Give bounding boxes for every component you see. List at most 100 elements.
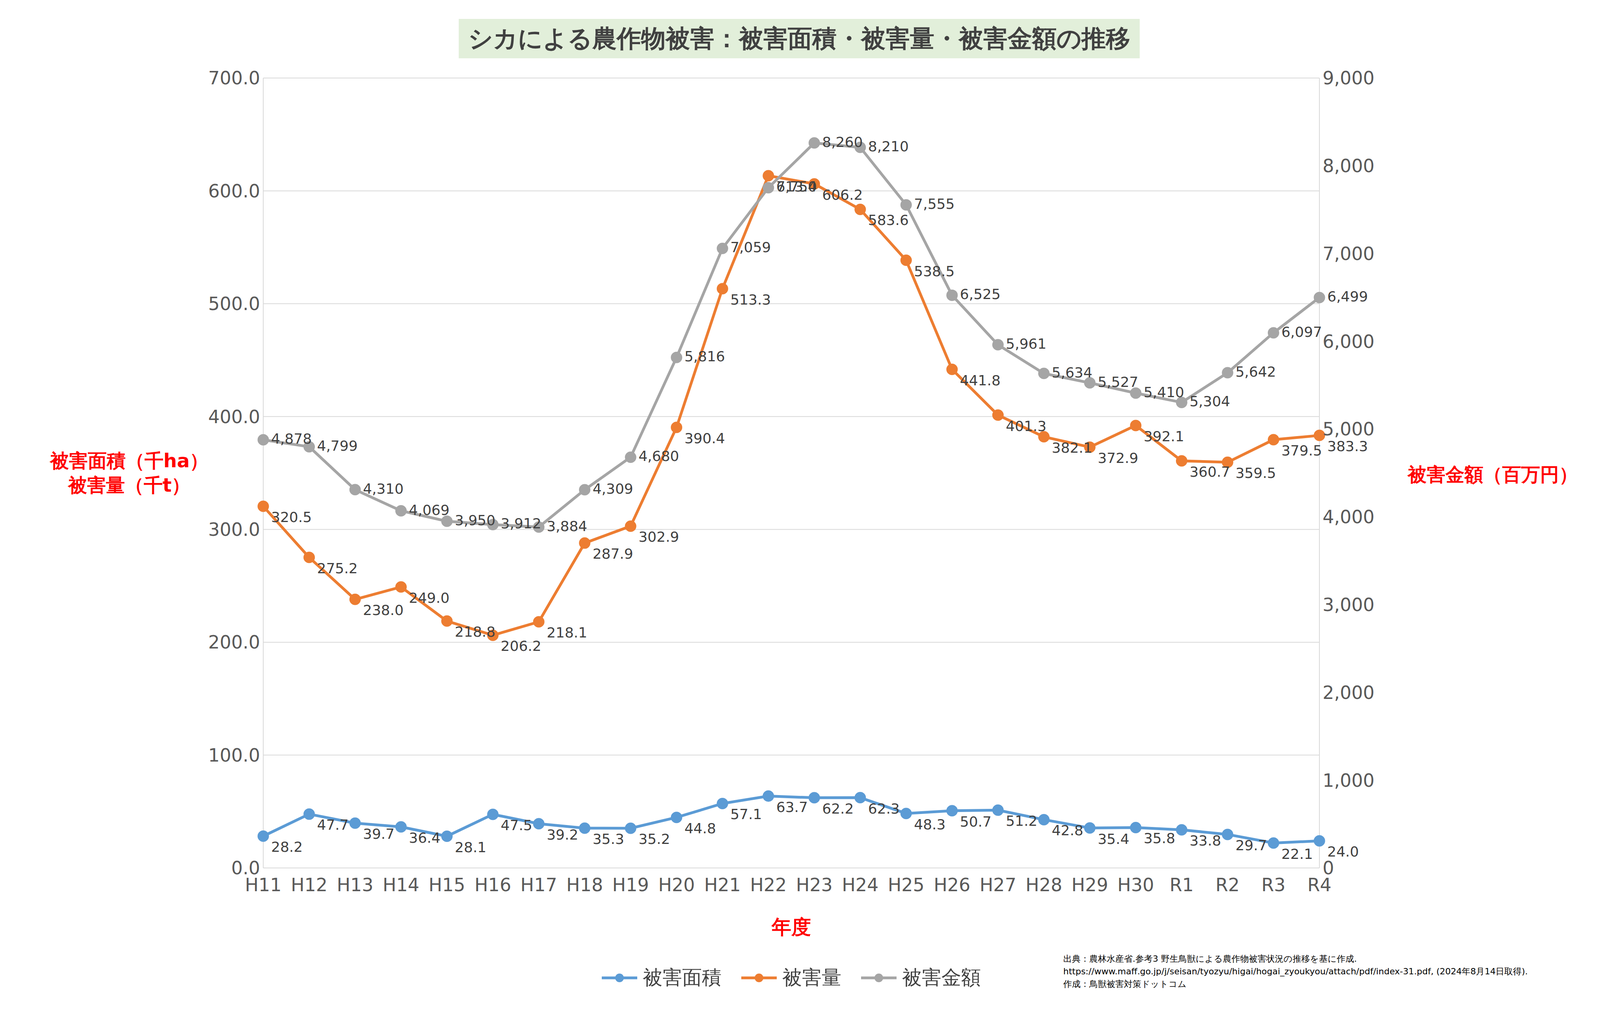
svg-text:H30: H30 — [1117, 874, 1154, 896]
svg-text:100.0: 100.0 — [208, 744, 261, 767]
svg-text:0: 0 — [1322, 857, 1334, 879]
svg-text:390.4: 390.4 — [684, 430, 726, 447]
svg-text:H24: H24 — [841, 874, 879, 896]
svg-text:218.8: 218.8 — [454, 623, 496, 640]
svg-text:401.3: 401.3 — [1005, 418, 1047, 435]
svg-text:7,555: 7,555 — [913, 195, 955, 213]
svg-text:H26: H26 — [933, 874, 971, 896]
svg-text:62.2: 62.2 — [822, 800, 854, 817]
svg-text:218.1: 218.1 — [546, 624, 588, 641]
svg-text:3,950: 3,950 — [454, 512, 496, 529]
svg-text:R3: R3 — [1261, 874, 1286, 896]
svg-text:5,642: 5,642 — [1235, 363, 1277, 380]
svg-text:44.8: 44.8 — [684, 820, 717, 837]
svg-text:4,680: 4,680 — [638, 448, 680, 465]
svg-text:R1: R1 — [1169, 874, 1194, 896]
svg-text:33.8: 33.8 — [1189, 832, 1221, 849]
svg-text:8,000: 8,000 — [1322, 155, 1375, 177]
svg-text:4,310: 4,310 — [362, 480, 404, 497]
svg-text:8,210: 8,210 — [868, 138, 909, 155]
svg-text:583.6: 583.6 — [868, 212, 909, 229]
svg-text:5,304: 5,304 — [1189, 393, 1230, 410]
svg-text:500.0: 500.0 — [208, 293, 261, 315]
svg-text:H19: H19 — [612, 874, 650, 896]
svg-text:H21: H21 — [704, 874, 741, 896]
svg-text:H18: H18 — [566, 874, 603, 896]
svg-text:35.3: 35.3 — [592, 831, 625, 848]
svg-text:6,097: 6,097 — [1281, 323, 1322, 341]
svg-text:47.7: 47.7 — [317, 816, 349, 834]
svg-text:600.0: 600.0 — [208, 180, 261, 202]
svg-text:359.5: 359.5 — [1235, 465, 1277, 482]
svg-text:3,000: 3,000 — [1322, 594, 1375, 616]
svg-text:382.1: 382.1 — [1051, 439, 1093, 456]
svg-text:H23: H23 — [796, 874, 833, 896]
svg-text:R2: R2 — [1215, 874, 1240, 896]
svg-text:302.9: 302.9 — [638, 528, 680, 546]
svg-text:39.7: 39.7 — [362, 826, 395, 843]
svg-text:H20: H20 — [658, 874, 695, 896]
svg-text:360.7: 360.7 — [1189, 463, 1230, 480]
svg-text:H15: H15 — [428, 874, 466, 896]
svg-text:3,884: 3,884 — [546, 518, 588, 535]
svg-text:4,069: 4,069 — [409, 502, 450, 519]
svg-text:8,260: 8,260 — [822, 133, 863, 151]
svg-text:22.1: 22.1 — [1281, 846, 1313, 863]
svg-text:320.5: 320.5 — [271, 509, 312, 526]
svg-text:4,799: 4,799 — [317, 437, 358, 454]
svg-text:48.3: 48.3 — [913, 816, 946, 833]
svg-text:62.3: 62.3 — [868, 800, 900, 817]
svg-text:613.4: 613.4 — [776, 178, 817, 195]
svg-text:300.0: 300.0 — [208, 519, 261, 541]
svg-text:700.0: 700.0 — [208, 67, 261, 89]
svg-text:5,410: 5,410 — [1143, 384, 1185, 401]
svg-text:441.8: 441.8 — [960, 372, 1001, 389]
svg-text:3,912: 3,912 — [500, 515, 542, 532]
svg-text:H29: H29 — [1071, 874, 1109, 896]
svg-text:H17: H17 — [520, 874, 558, 896]
svg-text:6,000: 6,000 — [1322, 331, 1375, 353]
svg-text:H14: H14 — [382, 874, 420, 896]
svg-text:28.1: 28.1 — [454, 839, 487, 856]
svg-text:51.2: 51.2 — [1005, 813, 1038, 830]
svg-text:57.1: 57.1 — [730, 806, 762, 823]
svg-text:6,499: 6,499 — [1327, 288, 1368, 305]
svg-text:383.3: 383.3 — [1327, 438, 1368, 455]
svg-text:63.7: 63.7 — [776, 799, 808, 816]
svg-text:5,527: 5,527 — [1097, 373, 1139, 391]
svg-text:5,816: 5,816 — [684, 348, 726, 365]
svg-text:275.2: 275.2 — [317, 560, 358, 577]
svg-text:H27: H27 — [979, 874, 1017, 896]
svg-text:36.4: 36.4 — [409, 829, 441, 847]
svg-text:1,000: 1,000 — [1322, 770, 1375, 792]
svg-text:24.0: 24.0 — [1327, 843, 1359, 860]
svg-text:206.2: 206.2 — [500, 638, 542, 655]
svg-text:7,750: 7,750 — [776, 178, 817, 195]
svg-text:606.2: 606.2 — [822, 186, 863, 203]
svg-text:200.0: 200.0 — [208, 631, 261, 654]
svg-text:7,000: 7,000 — [1322, 243, 1375, 265]
svg-text:372.9: 372.9 — [1097, 450, 1139, 467]
svg-text:42.8: 42.8 — [1051, 822, 1084, 839]
svg-text:28.2: 28.2 — [271, 839, 303, 856]
svg-text:29.7: 29.7 — [1235, 837, 1267, 854]
svg-text:50.7: 50.7 — [960, 813, 992, 830]
svg-text:400.0: 400.0 — [208, 406, 261, 428]
svg-text:513.3: 513.3 — [730, 291, 771, 308]
svg-text:H16: H16 — [474, 874, 512, 896]
svg-text:392.1: 392.1 — [1143, 428, 1185, 445]
svg-text:47.5: 47.5 — [500, 817, 533, 834]
svg-text:5,634: 5,634 — [1051, 364, 1093, 381]
svg-text:9,000: 9,000 — [1322, 67, 1375, 89]
svg-text:35.8: 35.8 — [1143, 830, 1176, 847]
svg-text:0.0: 0.0 — [231, 857, 261, 879]
svg-text:5,961: 5,961 — [1005, 335, 1047, 352]
svg-text:7,059: 7,059 — [730, 239, 771, 256]
svg-text:287.9: 287.9 — [592, 545, 634, 562]
svg-text:H13: H13 — [336, 874, 374, 896]
svg-text:2,000: 2,000 — [1322, 682, 1375, 704]
svg-text:39.2: 39.2 — [546, 826, 579, 843]
svg-text:35.4: 35.4 — [1097, 831, 1130, 848]
svg-text:4,309: 4,309 — [592, 480, 634, 497]
svg-text:6,525: 6,525 — [960, 286, 1001, 303]
